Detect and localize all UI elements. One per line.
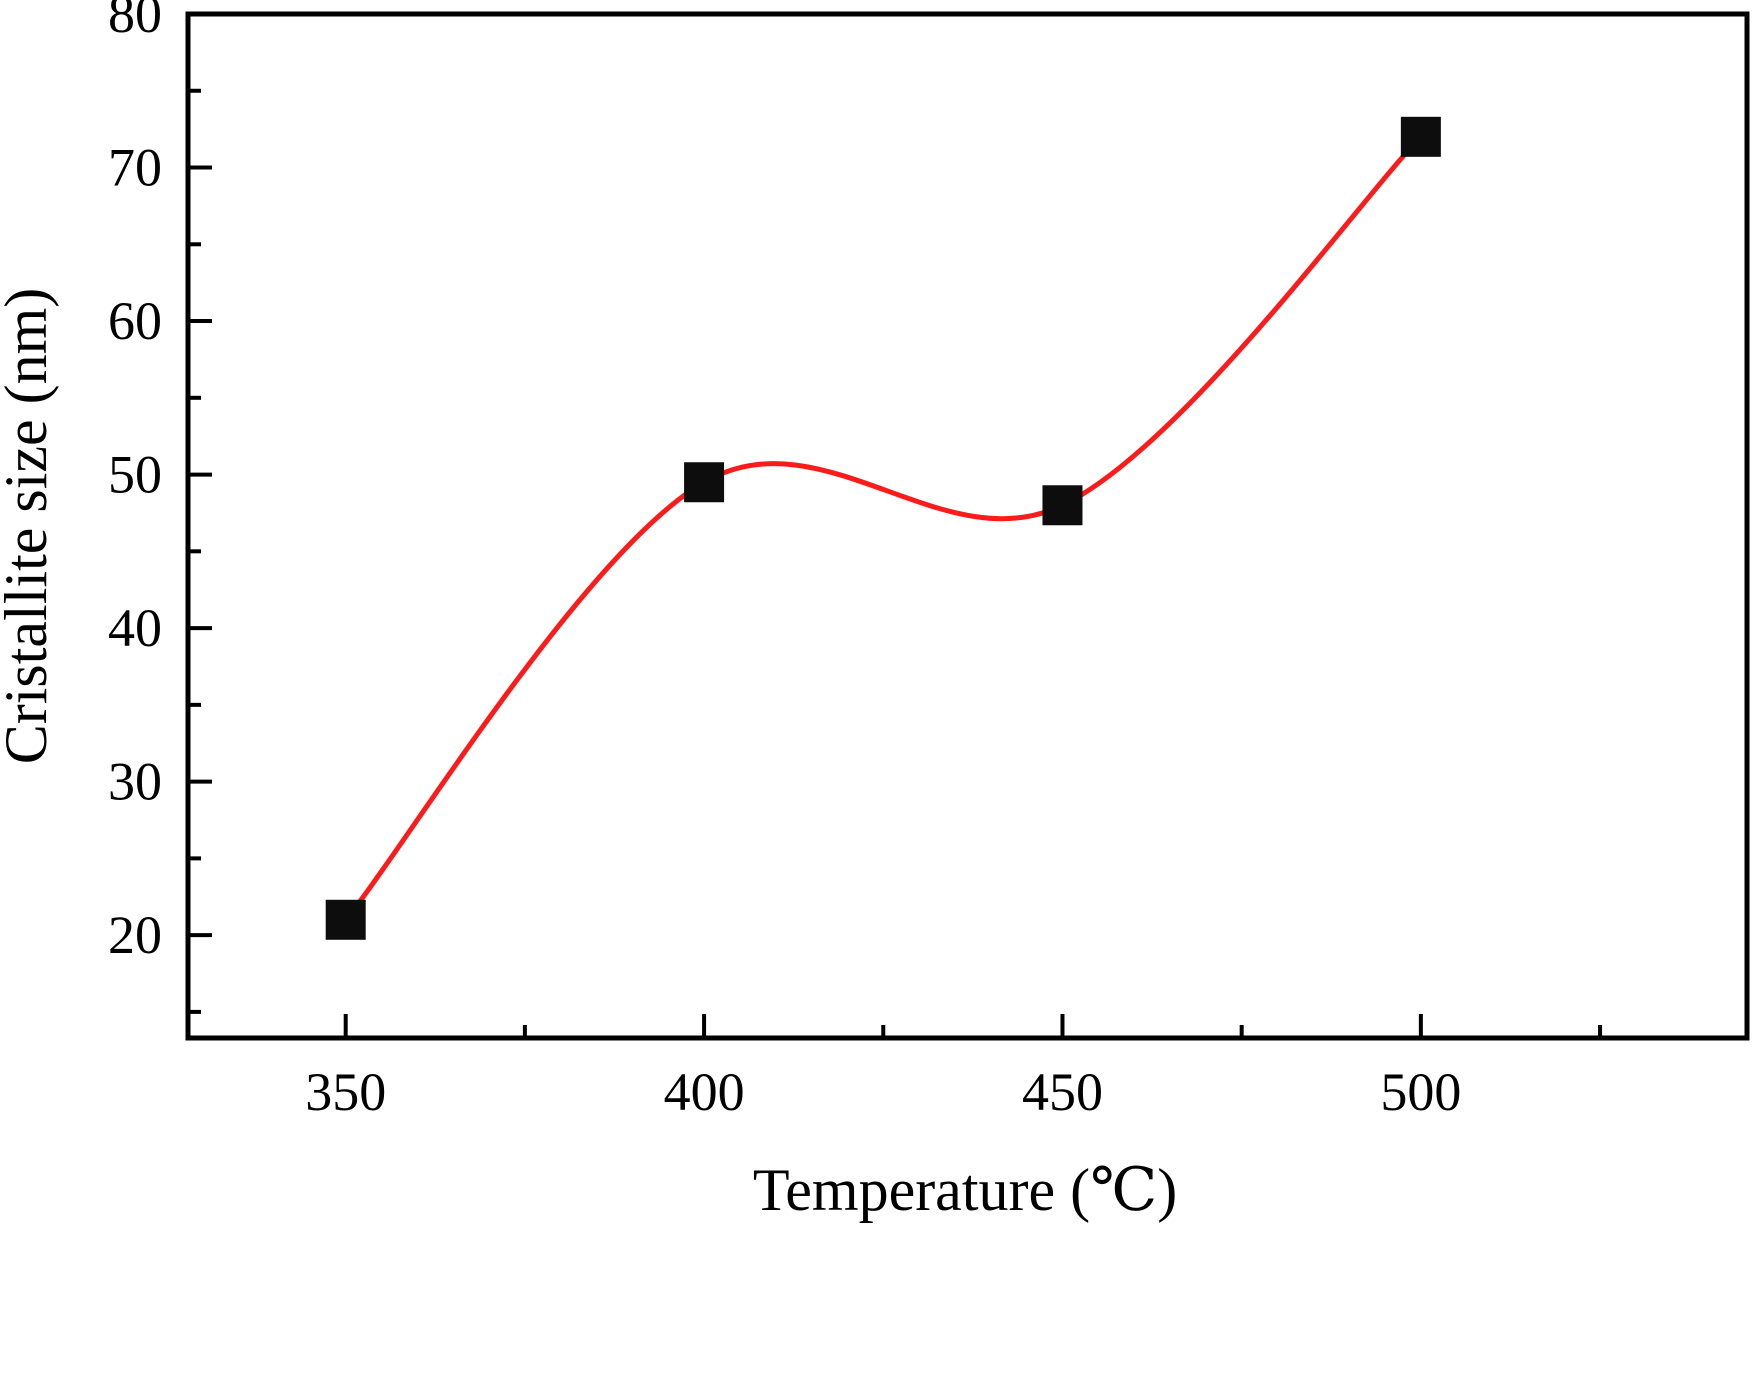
data-point-marker bbox=[1042, 485, 1083, 526]
data-curve bbox=[343, 134, 1424, 923]
data-point-marker bbox=[1400, 116, 1441, 157]
x-tick-label: 350 bbox=[305, 1062, 386, 1122]
y-tick-label: 30 bbox=[108, 752, 162, 812]
x-axis-label: Temperature (℃) bbox=[753, 1157, 1177, 1223]
y-tick-label: 70 bbox=[108, 138, 162, 198]
tick-labels-layer: 350 400 450 500 20 30 40 50 60 70 80 bbox=[108, 0, 1461, 1122]
y-axis-label: Cristallite size (nm) bbox=[0, 288, 59, 765]
ticks-layer bbox=[188, 12, 1603, 1038]
y-tick-label: 20 bbox=[108, 905, 162, 965]
axis-frame-rect bbox=[185, 11, 1750, 1041]
y-tick-label: 50 bbox=[108, 445, 162, 505]
x-tick-label: 500 bbox=[1380, 1062, 1461, 1122]
data-layer bbox=[325, 116, 1441, 940]
x-tick-label: 450 bbox=[1022, 1062, 1103, 1122]
y-tick-label: 40 bbox=[108, 598, 162, 658]
y-tick-label: 80 bbox=[108, 0, 162, 44]
axis-frame bbox=[185, 11, 1750, 1041]
y-tick-label: 60 bbox=[108, 291, 162, 351]
x-tick-label: 400 bbox=[664, 1062, 745, 1122]
data-point-marker bbox=[684, 462, 725, 503]
data-point-marker bbox=[325, 899, 366, 940]
